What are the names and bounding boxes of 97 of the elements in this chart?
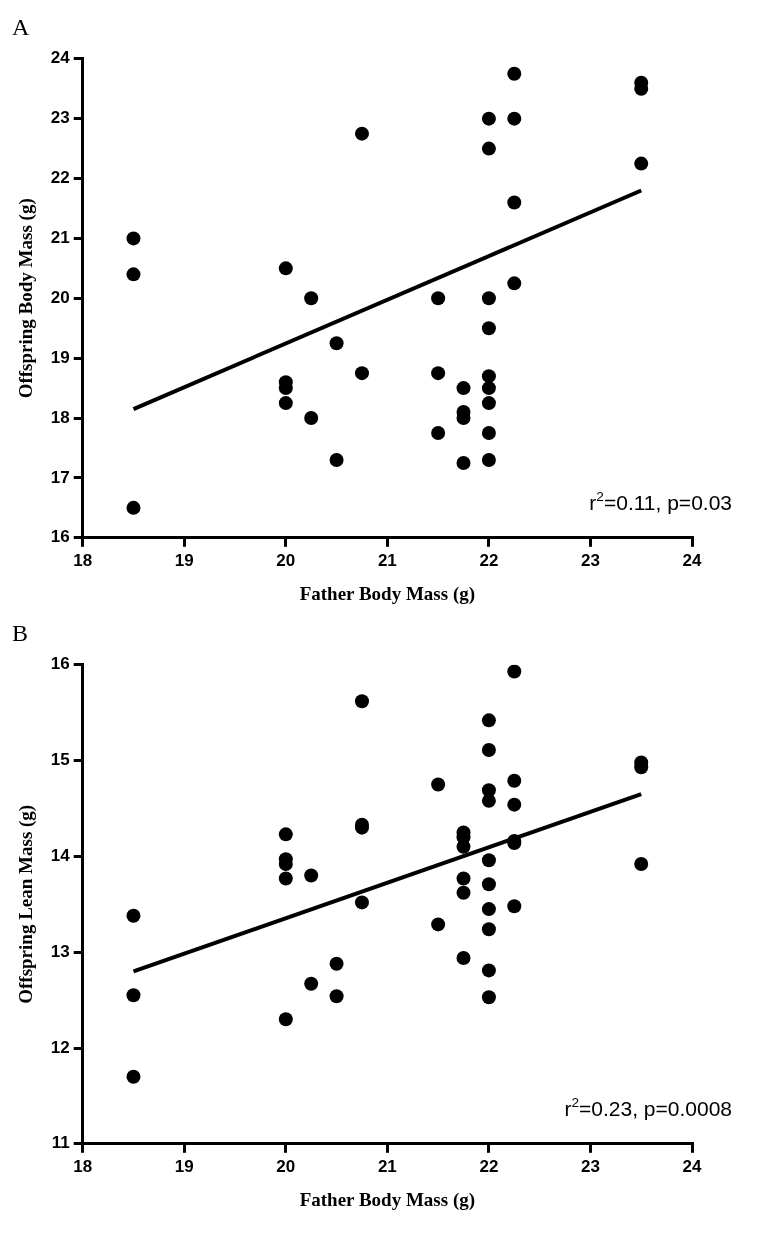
- x-axis-title: Father Body Mass (g): [299, 582, 476, 605]
- x-tick-label: 23: [580, 550, 600, 570]
- y-tick-label: 18: [50, 407, 70, 427]
- x-tick-label: 18: [73, 550, 93, 570]
- x-tick-label: 19: [174, 1156, 194, 1176]
- point: [507, 773, 522, 788]
- point: [354, 895, 369, 910]
- chart-title: B: [12, 619, 29, 646]
- x-tick-label: 18: [73, 1156, 93, 1176]
- point: [456, 381, 471, 396]
- point: [431, 426, 446, 441]
- point: [126, 267, 141, 282]
- point: [481, 963, 496, 978]
- point: [481, 381, 496, 396]
- y-tick-label: 15: [50, 750, 70, 770]
- point: [481, 793, 496, 808]
- point: [126, 908, 141, 923]
- point: [329, 336, 344, 351]
- y-tick-label: 21: [50, 228, 70, 248]
- point: [481, 713, 496, 728]
- point: [634, 156, 649, 171]
- y-tick-label: 13: [50, 941, 70, 961]
- y-tick-label: 23: [50, 108, 70, 128]
- point: [329, 956, 344, 971]
- point: [481, 111, 496, 126]
- y-tick-label: 12: [50, 1037, 70, 1057]
- point: [481, 877, 496, 892]
- point: [431, 291, 446, 306]
- point: [278, 871, 293, 886]
- x-tick-label: 24: [682, 550, 702, 570]
- point: [304, 868, 319, 883]
- point: [329, 452, 344, 467]
- x-tick-label: 23: [580, 1156, 600, 1176]
- point: [481, 853, 496, 868]
- point: [507, 66, 522, 81]
- chart-title: A: [12, 13, 30, 40]
- y-tick-label: 22: [50, 168, 70, 188]
- point: [304, 411, 319, 426]
- point: [304, 291, 319, 306]
- point: [456, 871, 471, 886]
- point: [304, 976, 319, 991]
- point: [456, 455, 471, 470]
- x-tick-label: 20: [276, 550, 296, 570]
- y-tick-label: 16: [50, 527, 70, 547]
- y-tick-label: 20: [50, 287, 70, 307]
- point: [481, 743, 496, 758]
- point: [481, 141, 496, 156]
- point: [507, 195, 522, 210]
- point: [456, 839, 471, 854]
- point: [507, 664, 522, 679]
- point: [354, 366, 369, 381]
- point: [354, 126, 369, 141]
- point: [481, 426, 496, 441]
- y-tick-label: 24: [50, 48, 71, 68]
- point: [126, 988, 141, 1003]
- point: [278, 261, 293, 276]
- point: [431, 777, 446, 792]
- point: [507, 111, 522, 126]
- point: [481, 396, 496, 411]
- x-tick-label: 22: [479, 550, 499, 570]
- point: [481, 922, 496, 937]
- point: [278, 1012, 293, 1027]
- point: [456, 950, 471, 965]
- point: [431, 917, 446, 932]
- point: [126, 231, 141, 246]
- point: [481, 321, 496, 336]
- point: [481, 990, 496, 1005]
- x-tick-label: 24: [682, 1156, 702, 1176]
- x-axis-title: Father Body Mass (g): [299, 1188, 476, 1211]
- x-tick-label: 21: [377, 550, 397, 570]
- point: [481, 452, 496, 467]
- point: [481, 902, 496, 917]
- point: [507, 797, 522, 812]
- point: [507, 899, 522, 914]
- point: [507, 276, 522, 291]
- point: [431, 366, 446, 381]
- point: [329, 989, 344, 1004]
- x-tick-label: 21: [377, 1156, 397, 1176]
- point: [278, 396, 293, 411]
- point: [126, 500, 141, 515]
- y-tick-label: 19: [50, 347, 70, 367]
- point: [481, 291, 496, 306]
- point: [481, 369, 496, 384]
- y-tick-label: 11: [51, 1133, 70, 1153]
- y-tick-label: 14: [50, 846, 71, 866]
- x-tick-label: 22: [479, 1156, 499, 1176]
- y-axis-title: Offspring Lean Mass (g): [15, 804, 38, 1004]
- point: [456, 885, 471, 900]
- y-tick-label: 17: [50, 467, 70, 487]
- point: [278, 827, 293, 842]
- point: [634, 857, 649, 872]
- point: [126, 1069, 141, 1084]
- x-tick-label: 19: [174, 550, 194, 570]
- y-tick-label: 16: [50, 654, 70, 674]
- point: [354, 694, 369, 709]
- y-axis-title: Offspring Body Mass (g): [15, 198, 38, 399]
- x-tick-label: 20: [276, 1156, 296, 1176]
